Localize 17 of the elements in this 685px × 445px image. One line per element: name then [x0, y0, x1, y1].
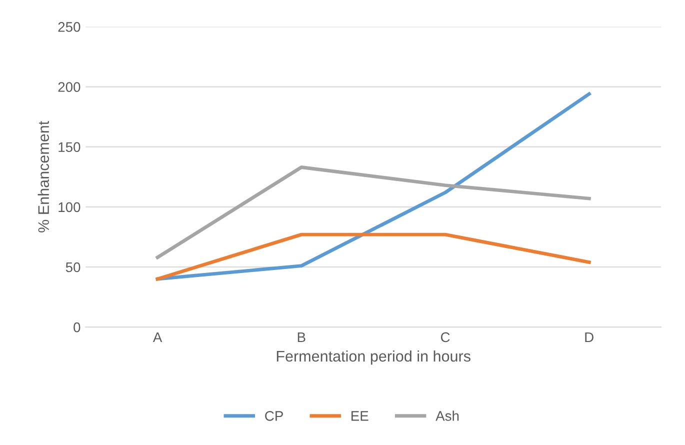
legend-label: EE [352, 411, 368, 421]
line-series [156, 166, 591, 260]
x-tick-label: D [585, 332, 594, 342]
y-tick-label: 50 [66, 262, 80, 272]
y-tick-label: 100 [58, 202, 80, 212]
x-tick-label: C [440, 332, 450, 342]
y-axis-title: % Enhancement [38, 120, 50, 232]
y-tick-label: 250 [58, 22, 80, 32]
x-axis-title: Fermentation period in hours [276, 350, 470, 365]
x-tick-label: A [152, 332, 162, 342]
y-tick-label: 0 [74, 322, 80, 332]
y-tick-label: 150 [58, 142, 80, 152]
y-tick-label: 200 [58, 82, 80, 92]
x-tick-label: B [298, 332, 306, 342]
legend-label: Ash [436, 410, 459, 421]
line-series [156, 92, 591, 281]
legend-label: CP [265, 411, 283, 421]
